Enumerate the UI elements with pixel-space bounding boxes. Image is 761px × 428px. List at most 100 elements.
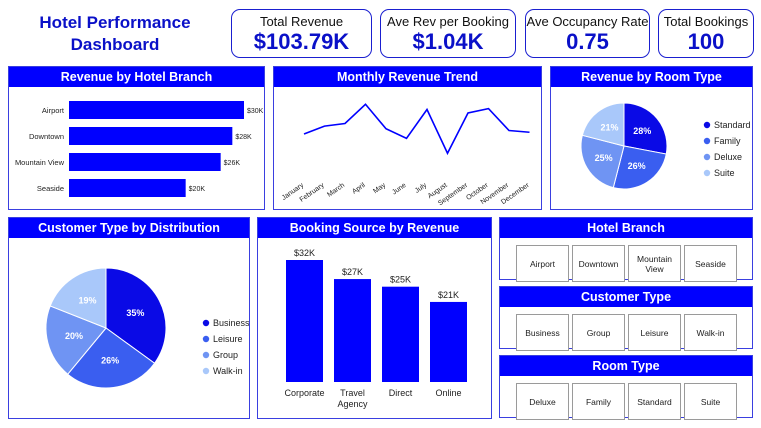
bar (382, 286, 419, 382)
dashboard-title: Hotel Performance Dashboard (20, 12, 210, 56)
legend-marker (703, 121, 711, 129)
bar-data-label: $27K (342, 267, 363, 277)
kpi-label: Ave Occupancy Rate (526, 14, 649, 29)
bar-data-label: $25K (390, 275, 411, 285)
pie-data-label: 19% (78, 296, 96, 306)
slicer-option-airport[interactable]: Airport (516, 245, 569, 282)
pie-slice (612, 145, 667, 190)
bar-data-label: $21K (438, 290, 459, 300)
slicer-option-group[interactable]: Group (572, 314, 625, 351)
legend-label: Walk-in (213, 366, 243, 376)
title-line-1: Hotel Performance (39, 13, 191, 32)
slicer-title: Room Type (500, 356, 752, 376)
month-tick-label: May (372, 182, 387, 196)
legend-marker (202, 319, 210, 327)
slicer-option-downtown[interactable]: Downtown (572, 245, 625, 282)
bar-category-label: Seaside (37, 184, 64, 193)
bar-category-label: Agency (337, 399, 368, 409)
pie-data-label: 25% (595, 153, 613, 163)
legend-marker (202, 335, 210, 343)
bar-category-label: Travel (340, 388, 365, 398)
legend-marker (703, 153, 711, 161)
trend-line (303, 103, 530, 156)
pie-slice (105, 267, 167, 364)
legend-label: Family (714, 136, 741, 146)
legend-marker (703, 169, 711, 177)
pie-slice (49, 267, 107, 329)
bar (334, 279, 371, 382)
bar (69, 153, 221, 171)
panel-title: Revenue by Room Type (551, 67, 752, 87)
bar-category-label: Online (435, 388, 461, 398)
panel-title: Booking Source by Revenue (258, 218, 491, 238)
legend-marker (202, 351, 210, 359)
kpi-label: Ave Rev per Booking (387, 14, 509, 29)
pie-slice (67, 327, 156, 389)
pie-slice (623, 102, 668, 155)
month-tick-label: June (391, 182, 408, 197)
monthly-revenue-panel: Monthly Revenue Trend January February Mar… (273, 66, 542, 210)
customer-type-panel: Customer Type by Distribution 35% 26% 20% 1… (8, 217, 250, 419)
bar-data-label: $26K (224, 160, 241, 167)
kpi-avg-occupancy-rate: Ave Occupancy Rate 0.75 (525, 9, 650, 58)
slicer-option-business[interactable]: Business (516, 314, 569, 351)
pie-slice (580, 134, 625, 189)
slicer-title: Hotel Branch (500, 218, 752, 238)
legend-marker (703, 137, 711, 145)
panel-title: Customer Type by Distribution (9, 218, 249, 238)
slicer-option-suite[interactable]: Suite (684, 383, 737, 420)
bar-category-label: Mountain View (15, 158, 65, 167)
month-tick-label: April (351, 182, 367, 196)
booking-source-panel: Booking Source by Revenue $32K Corporate $… (257, 217, 492, 419)
revenue-by-room-chart: 28% 26% 25% 21% Standard Family Deluxe Suite (580, 102, 751, 190)
legend-label: Deluxe (714, 152, 742, 162)
pie-slice (581, 102, 625, 147)
revenue-by-branch-chart: Airport $30K Downtown $28K Mountain View $26K… (15, 101, 264, 197)
bar-data-label: $30K (247, 108, 264, 115)
kpi-value: 0.75 (566, 29, 609, 54)
pie-slice (45, 305, 107, 375)
panel-title: Revenue by Hotel Branch (9, 67, 264, 87)
slicer-option-standard[interactable]: Standard (628, 383, 681, 420)
bar (286, 260, 323, 382)
pie-data-label: 26% (628, 161, 646, 171)
title-line-2: Dashboard (70, 35, 160, 54)
slicer-option-deluxe[interactable]: Deluxe (516, 383, 569, 420)
kpi-value: $1.04K (412, 29, 484, 54)
customer-type-slicer: Customer Type Business Group Leisure Wal… (499, 286, 753, 351)
slicer-option-walk-in[interactable]: Walk-in (684, 314, 737, 351)
bar-data-label: $32K (294, 248, 315, 258)
kpi-value: $103.79K (253, 29, 350, 54)
pie-data-label: 21% (600, 122, 618, 132)
month-tick-label: July (414, 182, 429, 195)
panel-title: Monthly Revenue Trend (274, 67, 541, 87)
slicer-option-family[interactable]: Family (572, 383, 625, 420)
bar-category-label: Airport (42, 106, 65, 115)
legend-label: Group (213, 350, 238, 360)
bar-data-label: $20K (189, 186, 206, 193)
slicer-option-leisure[interactable]: Leisure (628, 314, 681, 351)
bar (69, 179, 186, 197)
pie-data-label: 26% (101, 356, 119, 366)
bar-category-label: Corporate (284, 388, 324, 398)
month-tick-label: March (326, 182, 346, 199)
pie-data-label: 28% (633, 126, 651, 136)
kpi-value: 100 (687, 29, 725, 54)
slicer-option-seaside[interactable]: Seaside (684, 245, 737, 282)
legend-label: Standard (714, 120, 751, 130)
legend-label: Suite (714, 168, 735, 178)
bar (430, 301, 467, 382)
legend-label: Leisure (213, 334, 243, 344)
slicer-option-mountain-view[interactable]: Mountain View (628, 245, 681, 282)
customer-type-chart: 35% 26% 20% 19% Business Leisure Group Walk-in (45, 267, 249, 389)
bar-category-label: Downtown (29, 132, 64, 141)
room-type-slicer: Room Type Deluxe Family Standard Suite (499, 355, 753, 420)
kpi-avg-rev-per-booking: Ave Rev per Booking $1.04K (380, 9, 516, 58)
bar-category-label: Direct (389, 388, 413, 398)
legend-label: Business (213, 318, 249, 328)
revenue-by-room-panel: Revenue by Room Type 28% 26% 25% 21% Standar… (550, 66, 753, 210)
kpi-label: Total Revenue (259, 14, 344, 29)
legend-marker (202, 367, 210, 375)
